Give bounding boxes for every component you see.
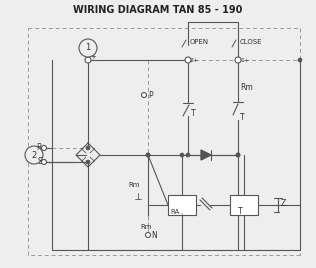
Circle shape <box>298 58 302 62</box>
Circle shape <box>41 159 46 165</box>
Circle shape <box>146 153 150 157</box>
Text: RA: RA <box>170 209 179 215</box>
Text: N: N <box>151 230 157 240</box>
Circle shape <box>236 153 240 157</box>
Circle shape <box>146 153 150 157</box>
Circle shape <box>145 233 150 237</box>
Circle shape <box>142 92 147 98</box>
Circle shape <box>235 57 241 63</box>
Text: Rm: Rm <box>128 182 139 188</box>
Circle shape <box>186 153 190 157</box>
Text: +: + <box>90 54 96 60</box>
Text: 1+: 1+ <box>240 58 249 64</box>
Circle shape <box>86 146 90 150</box>
Text: S: S <box>37 158 42 166</box>
Text: T: T <box>238 207 243 217</box>
Text: ₁: ₁ <box>181 211 183 217</box>
Text: 2+: 2+ <box>190 58 199 64</box>
Text: Rm: Rm <box>140 224 151 230</box>
Circle shape <box>79 39 97 57</box>
Text: 1: 1 <box>85 43 91 53</box>
Circle shape <box>236 153 240 157</box>
Circle shape <box>180 153 184 157</box>
Circle shape <box>41 146 46 151</box>
Text: OPEN: OPEN <box>190 39 209 45</box>
Circle shape <box>25 146 43 164</box>
Circle shape <box>86 160 90 164</box>
Polygon shape <box>201 150 211 160</box>
Text: R: R <box>37 143 42 152</box>
Bar <box>168 195 196 215</box>
Text: Z: Z <box>281 199 286 207</box>
Circle shape <box>85 57 91 63</box>
Text: T: T <box>240 114 245 122</box>
Circle shape <box>185 57 191 63</box>
Text: WIRING DIAGRAM TAN 85 - 190: WIRING DIAGRAM TAN 85 - 190 <box>73 5 243 15</box>
Text: P: P <box>148 91 153 99</box>
Text: CLOSE: CLOSE <box>240 39 263 45</box>
Text: Rm: Rm <box>240 84 253 92</box>
Text: 2: 2 <box>31 151 37 159</box>
Bar <box>230 195 258 215</box>
Text: T: T <box>191 109 196 117</box>
